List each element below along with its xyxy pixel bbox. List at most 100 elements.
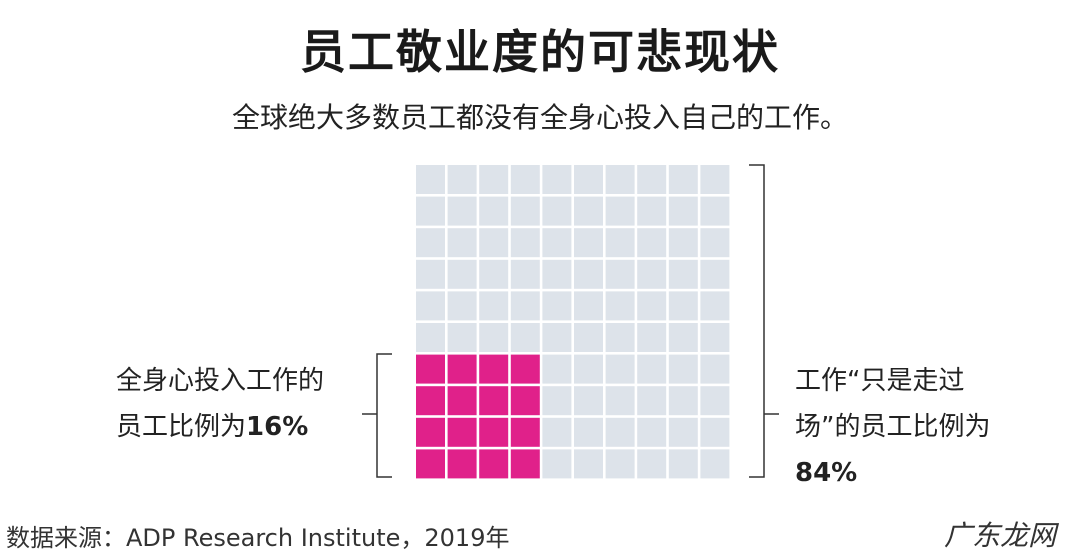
disengaged-cell [637, 291, 667, 321]
engaged-cell [416, 417, 445, 447]
disengaged-cell [668, 165, 698, 194]
disengaged-cell [605, 449, 635, 479]
disengaged-label-line1: 工作“只是走过 [795, 366, 965, 396]
disengaged-cell [479, 228, 509, 258]
disengaged-cell [637, 228, 667, 258]
source-note: 数据来源：ADP Research Institute，2019年 [6, 524, 510, 552]
disengaged-cell [700, 196, 730, 226]
disengaged-cell [605, 259, 635, 289]
disengaged-cell [668, 386, 698, 416]
disengaged-cell [700, 449, 730, 479]
disengaged-cell [637, 449, 667, 479]
disengaged-cell [574, 354, 603, 384]
disengaged-cell [637, 196, 667, 226]
engaged-cell [479, 449, 509, 479]
disengaged-cell [700, 417, 730, 447]
disengaged-label-line2: 场”的员工比例为 [795, 412, 991, 442]
disengaged-cell [700, 354, 730, 384]
disengaged-cell [637, 165, 667, 194]
disengaged-cell [542, 417, 572, 447]
disengaged-cell [700, 291, 730, 321]
disengaged-cell [700, 228, 730, 258]
engaged-label-line1: 全身心投入工作的 [116, 366, 325, 396]
disengaged-cell [605, 417, 635, 447]
disengaged-label: 工作“只是走过 场”的员工比例为 84% [795, 358, 1055, 496]
disengaged-cell [700, 386, 730, 416]
disengaged-cell [668, 259, 698, 289]
engaged-cell [479, 417, 509, 447]
disengaged-cell [542, 165, 572, 194]
disengaged-cell [542, 291, 572, 321]
chart-subtitle: 全球绝大多数员工都没有全身心投入自己的工作。 [231, 101, 848, 134]
disengaged-cell [700, 259, 730, 289]
engaged-label: 全身心投入工作的 员工比例为16% [116, 358, 376, 450]
disengaged-cell [542, 354, 572, 384]
left-bracket [362, 353, 392, 478]
engaged-cell [510, 354, 540, 384]
disengaged-cell [479, 323, 509, 352]
disengaged-cell [605, 291, 635, 321]
disengaged-cell [510, 323, 540, 352]
disengaged-cell [574, 165, 603, 194]
disengaged-cell [542, 228, 572, 258]
disengaged-cell [574, 386, 603, 416]
disengaged-cell [637, 417, 667, 447]
disengaged-cell [447, 228, 477, 258]
engaged-cell [510, 386, 540, 416]
disengaged-cell [668, 417, 698, 447]
disengaged-cell [574, 449, 603, 479]
disengaged-cell [574, 196, 603, 226]
engaged-cell [416, 449, 445, 479]
disengaged-cell [542, 449, 572, 479]
chart-title: 员工敬业度的可悲现状 [300, 25, 780, 79]
disengaged-cell [668, 449, 698, 479]
disengaged-cell [574, 259, 603, 289]
disengaged-cell [416, 291, 445, 321]
disengaged-cell [668, 196, 698, 226]
disengaged-cell [605, 228, 635, 258]
disengaged-cell [637, 354, 667, 384]
waffle-cells [416, 165, 730, 479]
engaged-label-prefix: 员工比例为 [116, 412, 247, 442]
engaged-cell [447, 417, 477, 447]
disengaged-cell [542, 196, 572, 226]
disengaged-cell [605, 323, 635, 352]
engaged-cell [447, 449, 477, 479]
engaged-value: 16% [246, 412, 309, 442]
engaged-cell [416, 354, 445, 384]
disengaged-cell [542, 259, 572, 289]
disengaged-cell [668, 291, 698, 321]
disengaged-cell [700, 165, 730, 194]
disengaged-cell [574, 417, 603, 447]
disengaged-cell [574, 323, 603, 352]
disengaged-value: 84% [795, 458, 858, 488]
disengaged-cell [447, 259, 477, 289]
disengaged-cell [668, 323, 698, 352]
disengaged-cell [574, 291, 603, 321]
disengaged-cell [510, 165, 540, 194]
disengaged-cell [605, 165, 635, 194]
disengaged-cell [637, 259, 667, 289]
engaged-cell [416, 386, 445, 416]
disengaged-cell [605, 354, 635, 384]
disengaged-cell [447, 165, 477, 194]
disengaged-cell [637, 386, 667, 416]
disengaged-cell [416, 228, 445, 258]
watermark-logo: 广东龙网 [943, 519, 1056, 552]
disengaged-cell [416, 259, 445, 289]
disengaged-label-line3: 84% [795, 450, 1055, 496]
disengaged-cell [637, 323, 667, 352]
disengaged-cell [447, 291, 477, 321]
disengaged-cell [668, 354, 698, 384]
engaged-cell [479, 386, 509, 416]
disengaged-cell [416, 323, 445, 352]
disengaged-cell [479, 196, 509, 226]
disengaged-cell [416, 196, 445, 226]
disengaged-cell [668, 228, 698, 258]
engaged-label-line2: 员工比例为16% [116, 404, 376, 450]
disengaged-cell [510, 228, 540, 258]
disengaged-cell [416, 165, 445, 194]
disengaged-cell [510, 291, 540, 321]
engaged-cell [447, 354, 477, 384]
